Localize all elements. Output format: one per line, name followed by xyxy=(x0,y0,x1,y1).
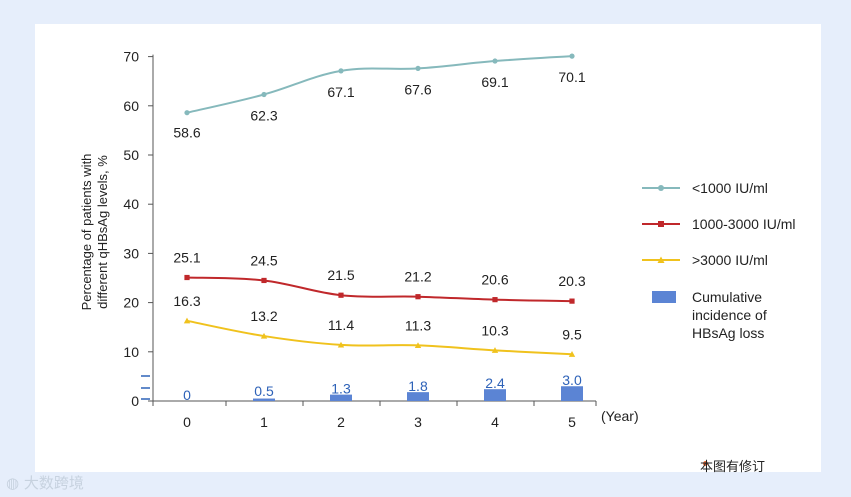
series-0-point xyxy=(415,65,421,72)
x-tick-label: 5 xyxy=(568,414,576,430)
bar-label-3: 1.8 xyxy=(408,378,428,394)
series-0-label: 67.1 xyxy=(327,84,354,100)
footnote-bullet xyxy=(703,461,708,466)
y-tick-label: 40 xyxy=(123,196,139,212)
series-2-label: 9.5 xyxy=(562,326,582,342)
watermark-logo: ◍ 大数跨境 xyxy=(6,474,84,492)
series-2-point xyxy=(568,351,576,357)
series-1-point xyxy=(261,277,267,284)
x-tick-label: 2 xyxy=(337,414,345,430)
y-tick-label: 30 xyxy=(123,245,139,261)
series-0-label: 62.3 xyxy=(250,107,277,123)
y-tick-label: 60 xyxy=(123,98,139,114)
legend-label: <1000 IU/ml xyxy=(692,180,768,196)
series-2-point xyxy=(337,341,345,348)
series-line-1 xyxy=(186,276,573,303)
series-2-point xyxy=(183,317,191,324)
legend-marker xyxy=(657,256,665,263)
bar-label-4: 2.4 xyxy=(485,375,505,391)
y-axis-label: Percentage of patients with xyxy=(79,154,94,311)
y-tick-label: 10 xyxy=(123,344,139,360)
series-0-point xyxy=(184,110,190,116)
bar-4 xyxy=(484,389,506,401)
series-1-label: 21.2 xyxy=(404,269,431,285)
legend-label: incidence of xyxy=(692,307,767,323)
series-1-label: 20.3 xyxy=(558,273,585,289)
series-1-point xyxy=(492,297,498,303)
legend-label: HBsAg loss xyxy=(692,325,764,341)
series-2-label: 11.3 xyxy=(405,317,431,333)
series-1-label: 25.1 xyxy=(173,250,200,266)
series-1-point xyxy=(569,298,575,304)
series-0-label: 69.1 xyxy=(481,74,508,90)
series-0-label: 67.6 xyxy=(404,81,431,97)
legend-label: 1000-3000 IU/ml xyxy=(692,216,796,232)
series-0-point xyxy=(338,68,344,74)
series-2-label: 10.3 xyxy=(481,322,508,338)
series-0-label: 70.1 xyxy=(558,69,585,85)
bar-label-1: 0.5 xyxy=(254,383,274,399)
series-0-point xyxy=(261,91,267,98)
bar-label-5: 3.0 xyxy=(562,372,582,388)
y-tick-label: 70 xyxy=(123,49,139,65)
x-axis-label: (Year) xyxy=(601,408,639,424)
series-1-point xyxy=(415,294,421,300)
series-1-point xyxy=(184,274,190,281)
series-line-0 xyxy=(186,55,573,114)
y-tick-label: 50 xyxy=(123,147,139,163)
bar-1 xyxy=(253,398,275,401)
y-tick-label: 0 xyxy=(131,393,139,409)
series-0-point xyxy=(492,58,498,64)
x-tick-label: 0 xyxy=(183,414,191,430)
legend-marker xyxy=(658,185,664,191)
bar-3 xyxy=(407,392,429,401)
series-1-label: 24.5 xyxy=(250,252,277,268)
x-tick-label: 4 xyxy=(491,414,499,430)
series-2-label: 11.4 xyxy=(328,317,354,333)
legend-marker xyxy=(658,221,664,227)
y-axis-label: different qHBsAg levels, % xyxy=(95,155,110,309)
y-tick-label: 20 xyxy=(123,295,139,311)
watermark-text: 大数跨境 xyxy=(23,474,84,492)
legend-label: >3000 IU/ml xyxy=(692,252,768,268)
bar-label-0: 0 xyxy=(183,387,191,403)
series-line-2 xyxy=(186,319,573,356)
bar-5 xyxy=(561,386,583,401)
series-1-point xyxy=(338,292,344,298)
x-tick-label: 1 xyxy=(260,414,268,430)
series-1-label: 20.6 xyxy=(481,272,508,288)
series-2-point xyxy=(260,332,268,339)
bar-label-2: 1.3 xyxy=(331,381,351,397)
series-0-label: 58.6 xyxy=(173,125,200,141)
bar-2 xyxy=(330,394,352,401)
series-0-point xyxy=(569,53,575,59)
legend-swatch-bar xyxy=(652,291,676,303)
series-2-point xyxy=(491,347,499,353)
series-2-label: 13.2 xyxy=(250,308,277,324)
series-2-label: 16.3 xyxy=(173,293,200,309)
series-1-label: 21.5 xyxy=(327,267,354,283)
series-2-point xyxy=(414,342,422,349)
x-tick-label: 3 xyxy=(414,414,422,430)
footnote: 本图有修订 xyxy=(700,459,766,474)
legend-label: Cumulative xyxy=(692,289,762,305)
